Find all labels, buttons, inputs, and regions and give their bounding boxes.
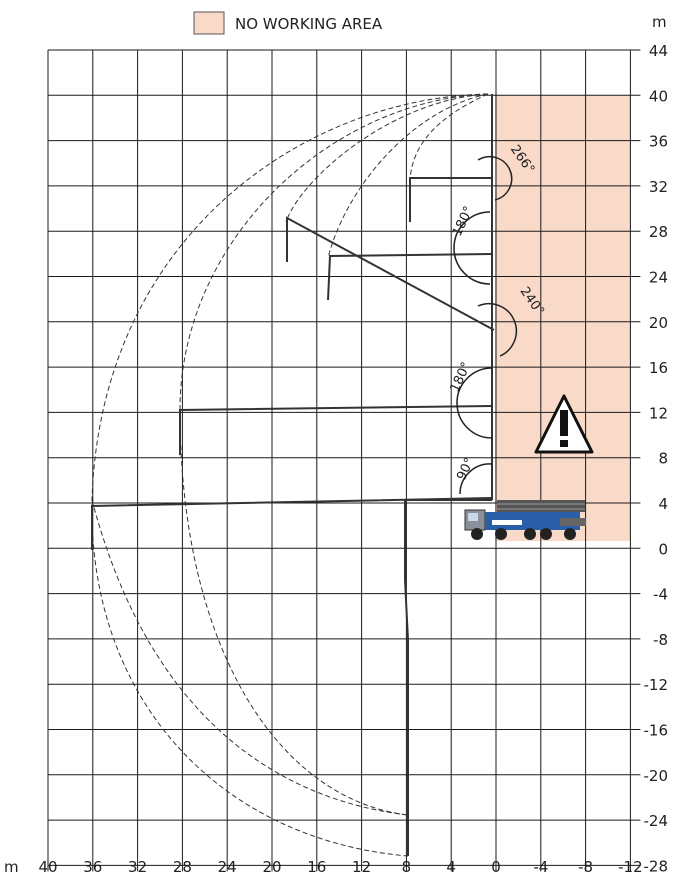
y-tick-label: -16 [644, 722, 669, 740]
truck-icon [464, 500, 586, 540]
boom-pos-32 [409, 177, 492, 222]
y-tick-label: -24 [644, 812, 669, 830]
boom-pos-horizontal [91, 497, 493, 550]
angle-label-90: 90° [454, 456, 477, 483]
boom-pos-down [404, 499, 492, 856]
x-tick-label: 20 [262, 858, 281, 876]
x-tick-label: 4 [446, 858, 456, 876]
reach-envelopes [91, 93, 489, 857]
angle-label-180-top: 180° [450, 204, 477, 239]
y-unit-label: m [652, 13, 667, 31]
y-tick-label: -4 [653, 586, 668, 604]
x-tick-labels: 40 36 32 28 24 20 16 12 8 4 0 -4 -8 -12 [38, 858, 642, 876]
y-tick-label: 44 [649, 42, 668, 60]
boom-pos-diagonal [286, 216, 495, 331]
boom-positions [91, 94, 495, 856]
y-tick-label: 0 [658, 540, 668, 558]
no-working-zone [495, 95, 630, 541]
x-tick-label: -4 [533, 858, 548, 876]
x-tick-label: 12 [352, 858, 371, 876]
y-tick-label: -20 [644, 767, 669, 785]
boom-pos-12 [179, 405, 493, 455]
x-tick-label: 28 [173, 858, 192, 876]
y-tick-label: 4 [658, 495, 668, 513]
angle-arcs [453, 155, 518, 495]
x-tick-label: 0 [491, 858, 501, 876]
angle-arc-180-mid [456, 367, 493, 439]
x-tick-label: 40 [38, 858, 57, 876]
angle-arc-240 [477, 302, 518, 357]
y-tick-label: -8 [653, 631, 668, 649]
envelope-arc-5 [409, 93, 489, 181]
x-tick-label: 32 [128, 858, 147, 876]
y-tick-label: 24 [649, 269, 668, 287]
x-tick-label: 36 [83, 858, 102, 876]
x-tick-label: 16 [307, 858, 326, 876]
angle-arc-266 [477, 155, 513, 201]
x-unit-label: m [4, 858, 19, 876]
y-tick-label: -28 [644, 857, 669, 875]
y-tick-label: 16 [649, 359, 668, 377]
envelope-arc-4 [327, 93, 489, 259]
angle-arc-180-top [453, 211, 491, 285]
y-tick-label: 32 [649, 178, 668, 196]
y-tick-label: 8 [658, 450, 668, 468]
y-tick-label: 40 [649, 87, 668, 105]
angle-arc-90 [459, 463, 493, 495]
x-tick-label: -8 [578, 858, 593, 876]
envelope-arc-6 [91, 499, 409, 816]
y-tick-label: 28 [649, 223, 668, 241]
warning-triangle-icon [534, 394, 594, 454]
legend-swatch [193, 11, 225, 35]
boom-pos-25 [327, 253, 493, 301]
envelope-arc-2 [179, 93, 489, 816]
x-tick-label: 24 [218, 858, 237, 876]
y-tick-label: -12 [644, 676, 669, 694]
y-tick-label: 12 [649, 404, 668, 422]
y-tick-label: 36 [649, 133, 668, 151]
x-tick-label: -12 [618, 858, 643, 876]
legend-label: NO WORKING AREA [235, 15, 383, 33]
x-tick-label: 8 [402, 858, 412, 876]
legend: NO WORKING AREA [193, 11, 383, 35]
grid [47, 49, 641, 872]
envelope-arc-outer [91, 93, 489, 857]
y-tick-label: 20 [649, 314, 668, 332]
